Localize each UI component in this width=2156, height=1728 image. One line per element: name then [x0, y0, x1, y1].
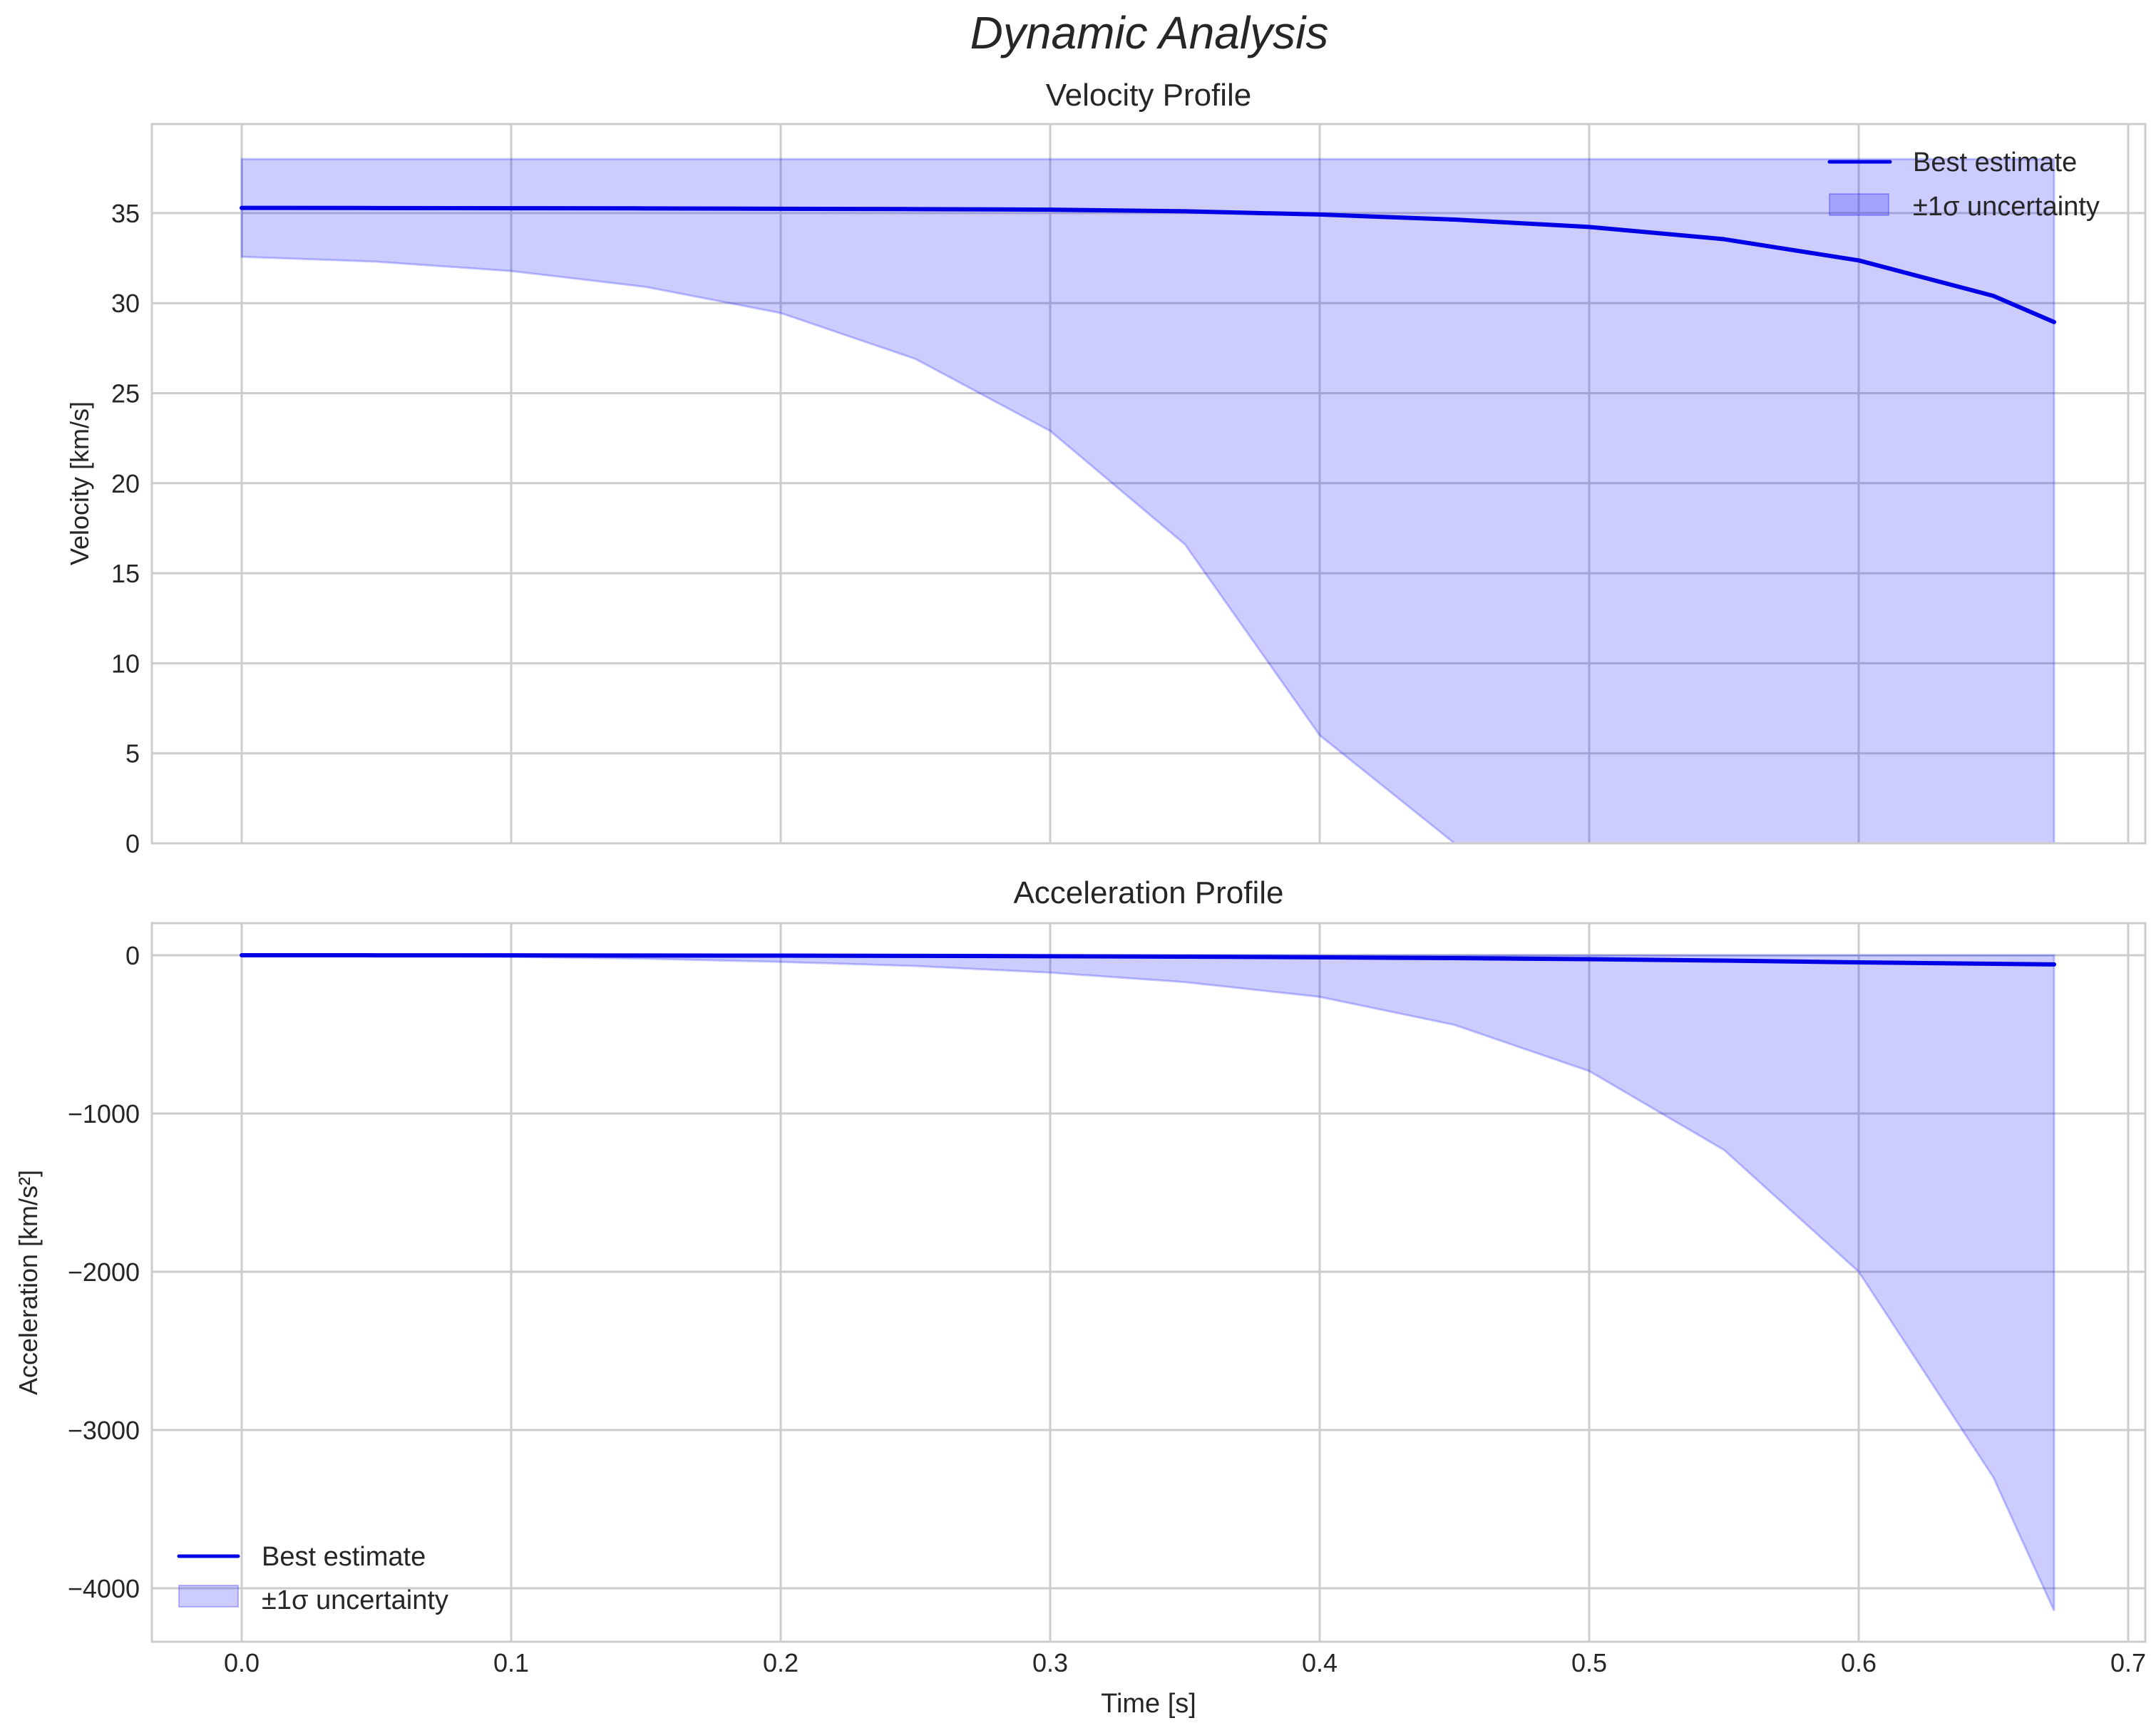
- acceleration-axes-frame: [150, 922, 2147, 1643]
- uncertainty-band-area: [241, 954, 2055, 1612]
- x-tick-label: 0.1: [493, 1648, 529, 1677]
- y-tick-label: 5: [125, 739, 140, 768]
- x-tick-label: 0.7: [2110, 1648, 2146, 1677]
- y-tick-label: 35: [111, 199, 140, 228]
- x-tick-label: 0.0: [224, 1648, 260, 1677]
- y-tick-label: −3000: [68, 1416, 140, 1445]
- figure-suptitle: Dynamic Analysis: [970, 7, 1329, 58]
- x-tick-label: 0.3: [1032, 1648, 1068, 1677]
- acceleration-title: Acceleration Profile: [1013, 875, 1283, 910]
- velocity-best-estimate-line: [240, 205, 2057, 324]
- y-tick-label: 20: [111, 469, 140, 498]
- acceleration-panel: Acceleration Profile 0 −1000 −2000 −3000 −40…: [14, 875, 2147, 1719]
- y-tick-label: −1000: [68, 1099, 140, 1128]
- acceleration-best-estimate-line: [240, 953, 2057, 967]
- legend-best-estimate-label: Best estimate: [262, 1542, 426, 1572]
- velocity-y-tick-labels: 0 5 10 15 20 25 30 35: [111, 199, 140, 858]
- y-tick-label: 25: [111, 379, 140, 408]
- y-tick-label: 0: [125, 829, 140, 858]
- x-tick-label: 0.6: [1841, 1648, 1877, 1677]
- acceleration-legend: Best estimate ±1σ uncertainty: [177, 1542, 448, 1615]
- velocity-legend: Best estimate ±1σ uncertainty: [1827, 148, 2100, 222]
- y-tick-label: 15: [111, 559, 140, 588]
- best-estimate-curve: [240, 953, 2057, 967]
- velocity-uncertainty-band: [240, 158, 2055, 845]
- velocity-title: Velocity Profile: [1046, 78, 1252, 113]
- y-tick-label: 30: [111, 289, 140, 318]
- legend-band-swatch-icon: [1829, 193, 1889, 216]
- legend-uncertainty-label: ±1σ uncertainty: [262, 1585, 448, 1615]
- y-tick-label: 0: [125, 941, 140, 970]
- uncertainty-band-area: [240, 158, 2055, 845]
- velocity-gridlines: [152, 124, 2145, 845]
- y-tick-label: −2000: [68, 1258, 140, 1287]
- y-tick-label: 10: [111, 649, 140, 678]
- x-tick-label: 0.2: [763, 1648, 799, 1677]
- velocity-ylabel: Velocity [km/s]: [65, 401, 94, 565]
- legend-best-estimate-label: Best estimate: [1913, 148, 2077, 178]
- velocity-axes-frame: [150, 123, 2147, 845]
- x-tick-label: 0.5: [1571, 1648, 1607, 1677]
- y-tick-label: −4000: [68, 1574, 140, 1603]
- acceleration-y-tick-labels: 0 −1000 −2000 −3000 −4000: [68, 941, 140, 1603]
- legend-band-swatch-icon: [178, 1585, 239, 1608]
- best-estimate-curve: [240, 205, 2057, 324]
- x-tick-label: 0.4: [1302, 1648, 1338, 1677]
- acceleration-uncertainty-band: [241, 954, 2055, 1612]
- x-axis-label: Time [s]: [1101, 1689, 1196, 1719]
- velocity-panel: Velocity Profile 0 5 10 15 20 25 30 35 Velocity…: [65, 78, 2147, 858]
- acceleration-ylabel: Acceleration [km/s²]: [14, 1170, 43, 1395]
- legend-uncertainty-label: ±1σ uncertainty: [1913, 192, 2100, 222]
- x-tick-labels: 0.0 0.1 0.2 0.3 0.4 0.5 0.6 0.7: [224, 1648, 2146, 1677]
